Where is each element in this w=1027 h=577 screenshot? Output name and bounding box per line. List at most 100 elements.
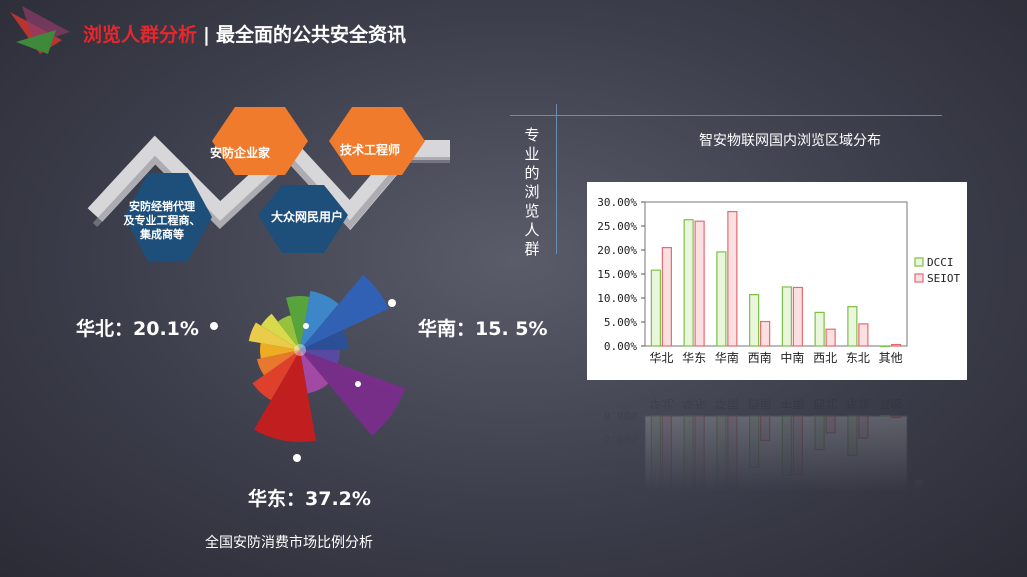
- bar-seiot: [858, 323, 869, 347]
- bar-seiot: [727, 211, 738, 347]
- legend-label: DCCI: [927, 256, 954, 269]
- x-tick-label: 华北: [649, 351, 673, 365]
- bar-dcci: [749, 294, 760, 347]
- y-tick-label: 25.00%: [597, 220, 637, 233]
- bar-dcci: [781, 415, 792, 476]
- x-tick-label: 西南: [748, 350, 772, 365]
- bar-seiot: [727, 415, 738, 492]
- rose-wedge: [300, 350, 406, 436]
- rose-wedge: [300, 350, 329, 394]
- bar-dcci: [814, 415, 825, 451]
- x-tick-label: 东北: [846, 351, 870, 365]
- x-tick-label: 其他: [879, 397, 903, 411]
- divider-horizontal: [510, 115, 942, 116]
- legend-label: SEIOT: [927, 272, 960, 285]
- rose-wedge: [300, 350, 340, 364]
- y-tick-label: 10.00%: [597, 292, 637, 305]
- diamond-dealer: [124, 173, 212, 261]
- rose-dot-east: [293, 454, 301, 462]
- x-tick-label: 东北: [846, 397, 870, 411]
- bar-seiot: [760, 320, 771, 347]
- bar-seiot: [694, 415, 705, 492]
- legend-swatch: [914, 479, 924, 489]
- legend-swatch: [914, 273, 924, 283]
- x-tick-label: 华东: [682, 397, 706, 411]
- x-tick-label: 华东: [682, 351, 706, 365]
- bar-seiot: [825, 328, 836, 347]
- bar-dcci: [781, 286, 792, 347]
- x-tick-label: 华北: [649, 397, 673, 411]
- rose-wedge: [260, 343, 300, 359]
- bar-seiot: [792, 415, 803, 476]
- persona-diagram: [87, 107, 450, 261]
- persona-label-engineer: 技术工程师: [339, 143, 400, 157]
- rose-wedge: [252, 350, 300, 401]
- bar-seiot: [792, 286, 803, 347]
- rose-chart: [210, 274, 406, 462]
- bar-dcci: [716, 415, 727, 492]
- y-tick-label: 20.00%: [597, 244, 637, 257]
- bar-dcci: [749, 415, 760, 468]
- bar-seiot: [661, 415, 672, 492]
- bar-dcci: [847, 306, 858, 347]
- bar-dcci: [880, 414, 891, 417]
- y-tick-label: 15.00%: [597, 268, 637, 281]
- bar-seiot: [858, 415, 869, 439]
- diamond-engineer: [329, 107, 425, 175]
- bar-dcci: [650, 415, 661, 492]
- bar-seiot: [760, 415, 771, 442]
- persona-label-public: 大众网民用户: [270, 210, 343, 224]
- bar-seiot: [891, 415, 902, 419]
- bar-dcci: [683, 415, 694, 492]
- rose-wedge: [300, 290, 339, 350]
- rose-wedge: [254, 350, 316, 442]
- bar-dcci: [650, 269, 661, 347]
- rose-wedge: [300, 329, 348, 350]
- chart-panel: 0.00% 5.00% 10.00% 15.00% 20.00% 25.00% 30.00%…: [587, 182, 967, 380]
- persona-label-entrepreneur: 安防企业家: [209, 146, 270, 160]
- rose-dot-north: [210, 322, 218, 330]
- y-tick-label: 5.00%: [604, 316, 637, 329]
- y-tick-label: 15.00%: [597, 481, 637, 492]
- x-tick-label: 西北: [813, 351, 837, 365]
- x-tick-label: 西北: [813, 397, 837, 411]
- bar-dcci: [880, 345, 891, 348]
- diamond-entrepreneur: [212, 107, 308, 175]
- bar-seiot: [891, 343, 902, 347]
- x-tick-label: 中南: [780, 350, 804, 365]
- y-tick-label: 0.00%: [604, 409, 637, 422]
- chart-title: 智安物联网国内浏览区域分布: [699, 133, 881, 149]
- rose-caption: 全国安防消费市场比例分析: [205, 535, 373, 551]
- y-tick-label: 0.00%: [604, 340, 637, 353]
- rose-dot-south: [388, 299, 396, 307]
- y-tick-label: 10.00%: [597, 457, 637, 470]
- bar-dcci: [814, 311, 825, 347]
- title-white: 最全面的公共安全资讯: [215, 24, 406, 46]
- bar-seiot: [661, 246, 672, 347]
- logo-triangles: [10, 6, 70, 54]
- bar-seiot: [694, 220, 705, 347]
- divider-vertical: [556, 104, 557, 254]
- y-tick-label: 5.00%: [604, 433, 637, 446]
- rose-wedge: [286, 296, 310, 350]
- x-tick-label: 其他: [879, 351, 903, 365]
- bar-seiot: [825, 415, 836, 434]
- vertical-audience-label: 专业的浏览人群: [524, 126, 540, 258]
- rose-wedge: [300, 274, 389, 350]
- chart-reflection: 0.00%5.00%10.00%15.00%20.00%25.00%30.00%…: [587, 382, 967, 492]
- bar-dcci: [683, 219, 694, 347]
- bar-dcci: [847, 415, 858, 456]
- legend-label: SEIOT: [927, 477, 960, 490]
- rose-wedge: [256, 350, 300, 376]
- page-title: 浏览人群分析 | 最全面的公共安全资讯: [83, 20, 406, 47]
- x-tick-label: 西南: [748, 397, 772, 412]
- rose-wedge: [248, 322, 300, 350]
- rose-label-north: 华北：20.1%: [76, 318, 199, 340]
- bar-dcci: [716, 251, 727, 347]
- title-red: 浏览人群分析: [83, 24, 198, 46]
- rose-wedge: [260, 313, 300, 350]
- header: 浏览人群分析 | 最全面的公共安全资讯: [0, 0, 1027, 60]
- rose-label-south: 华南：15. 5%: [418, 318, 548, 340]
- x-tick-label: 华南: [715, 397, 739, 412]
- x-tick-label: 中南: [780, 397, 804, 412]
